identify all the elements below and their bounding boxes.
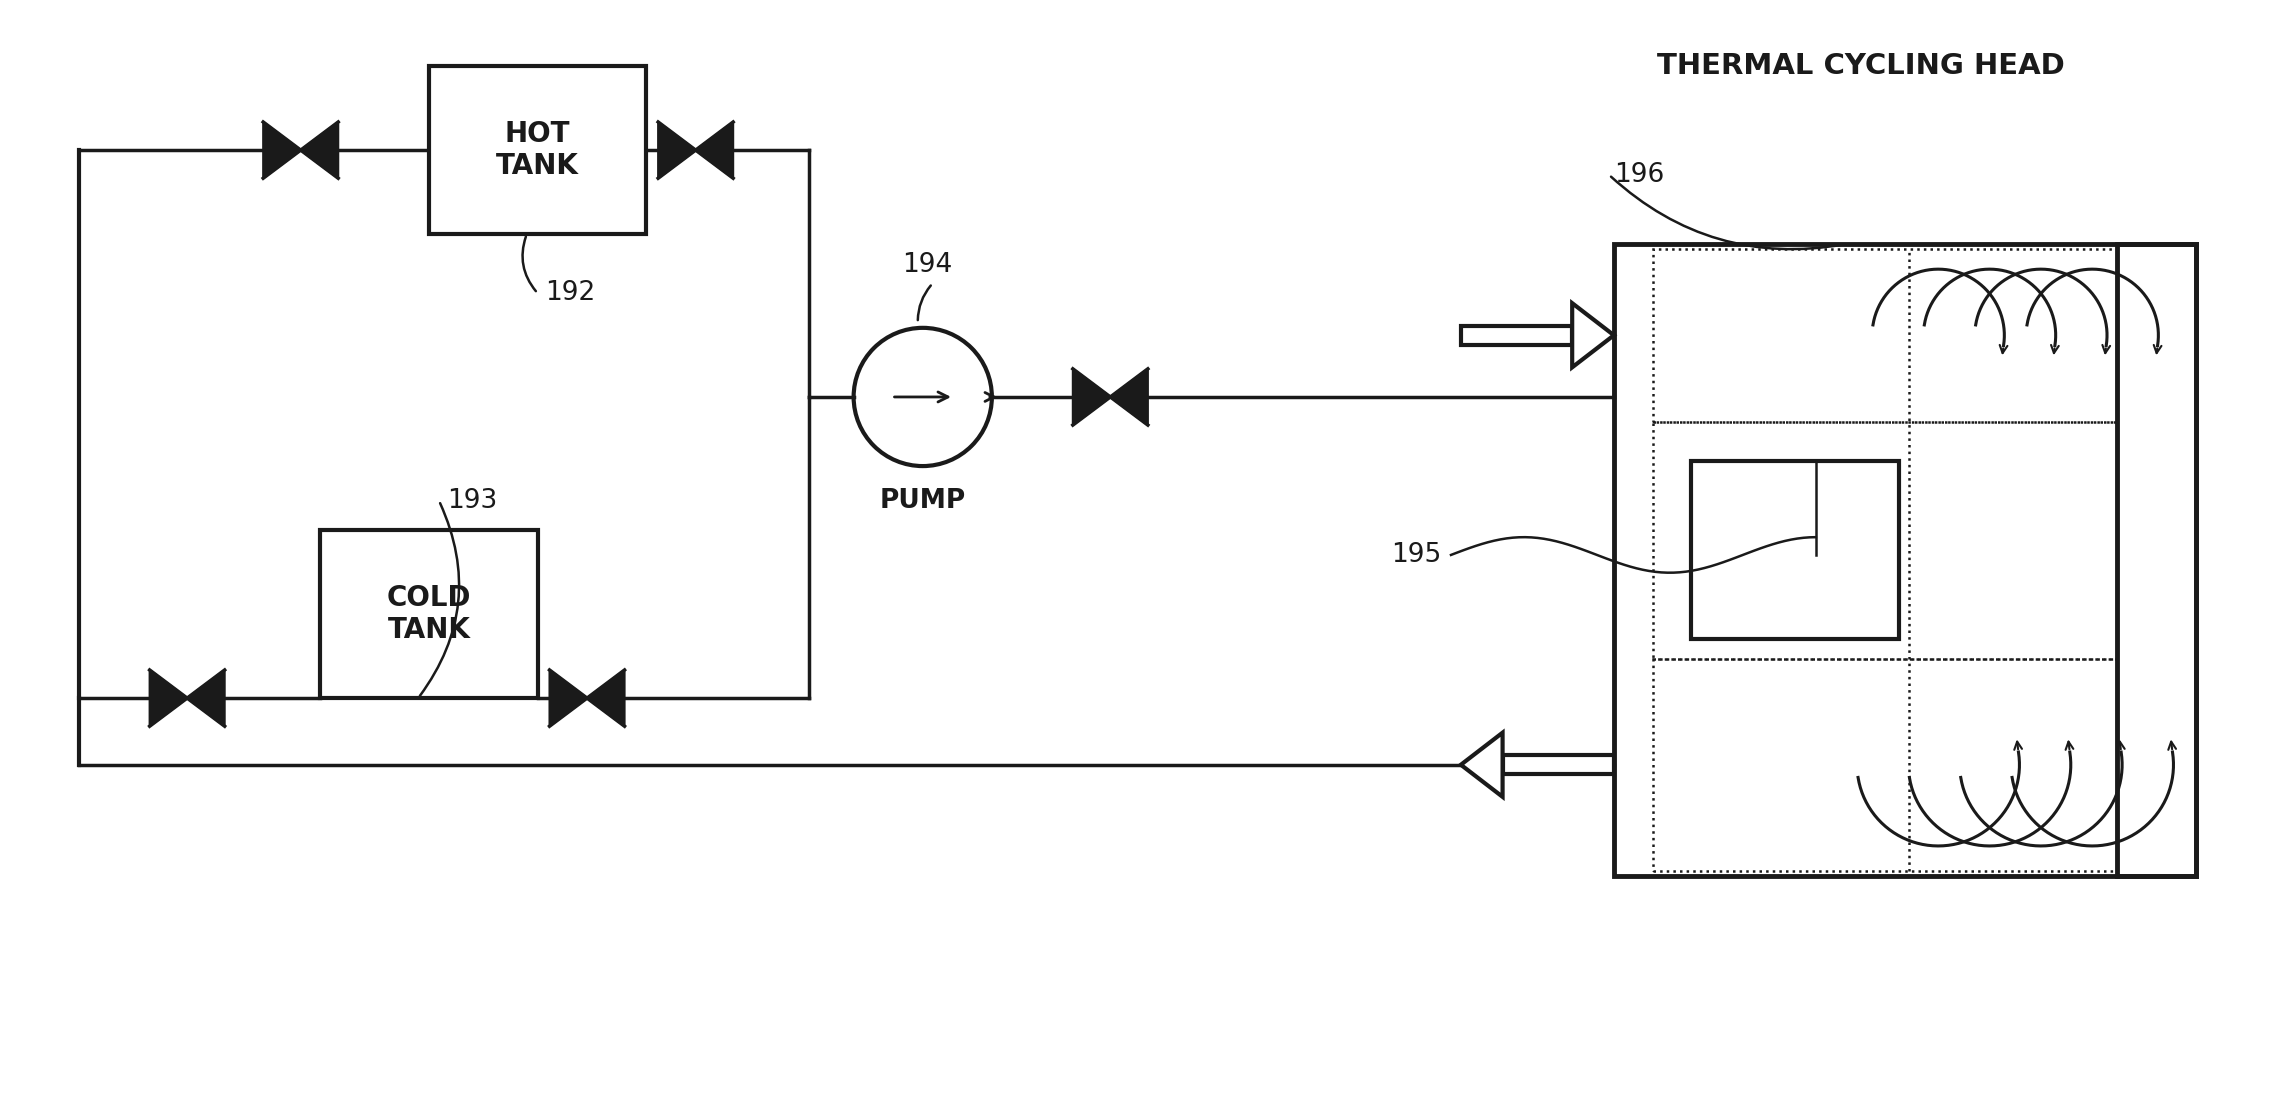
Bar: [1690, 461, 1900, 639]
Polygon shape: [300, 122, 339, 178]
Polygon shape: [1074, 368, 1110, 425]
Text: 192: 192: [546, 280, 596, 306]
Polygon shape: [657, 122, 696, 178]
Text: PUMP: PUMP: [880, 487, 967, 514]
Polygon shape: [1110, 368, 1149, 425]
Bar: [430, 66, 646, 234]
Text: 193: 193: [446, 487, 496, 514]
Bar: [1461, 326, 1572, 345]
Polygon shape: [1461, 733, 1502, 796]
Polygon shape: [150, 670, 187, 726]
Polygon shape: [264, 122, 300, 178]
Bar: [1654, 421, 2118, 659]
Polygon shape: [551, 670, 587, 726]
Bar: [1654, 249, 2118, 421]
Bar: [2118, 244, 2195, 876]
Text: HOT
TANK: HOT TANK: [496, 120, 580, 180]
Polygon shape: [696, 122, 733, 178]
Text: THERMAL CYCLING HEAD: THERMAL CYCLING HEAD: [1656, 52, 2066, 80]
Bar: [1654, 659, 2118, 871]
Bar: [1613, 244, 2195, 876]
Text: 194: 194: [903, 253, 953, 278]
Polygon shape: [187, 670, 225, 726]
Polygon shape: [587, 670, 626, 726]
Text: 195: 195: [1390, 542, 1440, 568]
Bar: [1502, 755, 1613, 774]
Polygon shape: [1572, 304, 1613, 367]
Text: 196: 196: [1613, 162, 1663, 188]
Text: COLD
TANK: COLD TANK: [387, 584, 471, 645]
Bar: [321, 530, 537, 698]
